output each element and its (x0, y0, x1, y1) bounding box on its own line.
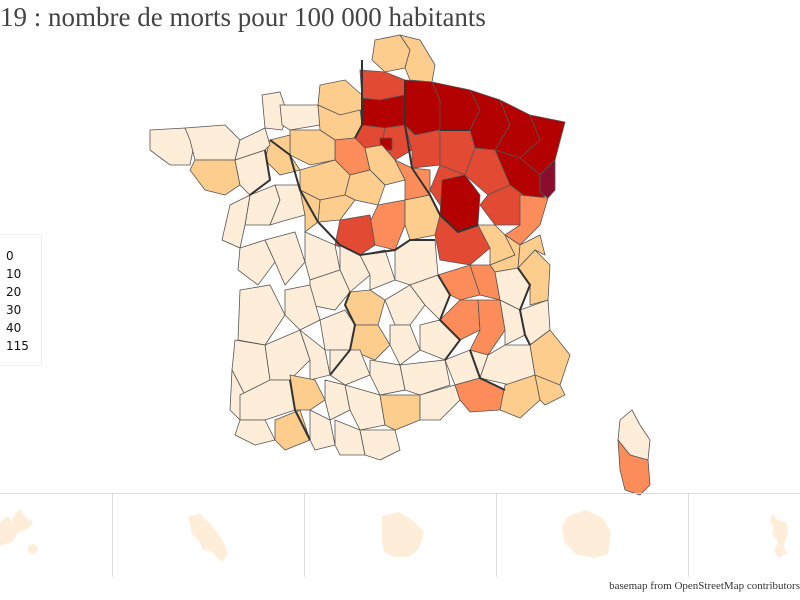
region-border (354, 60, 363, 139)
legend-item: 0 (6, 249, 14, 263)
department-shape[interactable] (269, 184, 306, 226)
department-shape[interactable] (539, 159, 556, 199)
basemap-attribution: basemap from OpenStreetMap contributors (609, 580, 800, 592)
legend-item: 115 (6, 339, 29, 353)
department-shape[interactable] (221, 194, 251, 249)
department-shape[interactable] (419, 384, 461, 421)
department-shape[interactable] (334, 419, 366, 456)
region-border (329, 291, 357, 376)
region-border (517, 267, 532, 346)
department-shape[interactable] (404, 194, 441, 241)
department-shape[interactable] (359, 94, 406, 129)
department-shape[interactable] (499, 374, 541, 419)
reunion-shape (562, 510, 611, 558)
departments-layer (149, 34, 651, 496)
inset-guadeloupe (0, 494, 113, 577)
department-shape[interactable] (369, 359, 406, 396)
department-shape[interactable] (344, 384, 386, 431)
martinique-shape (188, 514, 228, 562)
department-shape[interactable] (189, 159, 241, 196)
department-shape[interactable] (329, 349, 371, 386)
department-shape[interactable] (264, 329, 311, 381)
region-borders (249, 60, 532, 441)
region-border (404, 80, 479, 234)
department-shape[interactable] (389, 324, 421, 366)
department-shape[interactable] (299, 328, 331, 381)
department-shape[interactable] (517, 234, 546, 270)
map-title: 19 : nombre de morts pour 100 000 habita… (0, 2, 486, 32)
guadeloupe-shape (0, 509, 38, 554)
department-shape[interactable] (279, 104, 321, 131)
legend-item: 30 (6, 303, 22, 317)
overseas-insets (0, 493, 800, 577)
region-border (339, 239, 435, 257)
inset-reunion (496, 494, 689, 577)
department-shape[interactable] (317, 194, 356, 223)
region-border (249, 149, 272, 196)
guyane-shape (382, 512, 424, 557)
department-shape[interactable] (534, 374, 566, 406)
department-shape[interactable] (359, 69, 406, 101)
department-shape[interactable] (289, 129, 336, 166)
legend: 0 10 20 30 40 115 (0, 234, 42, 366)
region-border (437, 274, 462, 361)
department-shape[interactable] (309, 409, 336, 451)
department-shape[interactable] (184, 124, 241, 161)
region-border (289, 379, 311, 441)
department-shape[interactable] (264, 231, 306, 286)
inset-martinique (112, 494, 305, 577)
inset-mayotte (688, 494, 800, 577)
department-shape[interactable] (234, 419, 276, 446)
department-shape[interactable] (237, 239, 276, 286)
department-shape[interactable] (237, 284, 286, 346)
department-shape[interactable] (284, 284, 321, 331)
department-shape[interactable] (499, 299, 526, 346)
legend-item: 40 (6, 321, 22, 335)
department-shape[interactable] (617, 438, 651, 496)
department-shape[interactable] (359, 249, 396, 291)
department-shape[interactable] (359, 429, 401, 461)
legend-item: 20 (6, 285, 22, 299)
department-shape[interactable] (379, 394, 421, 431)
department-shape[interactable] (384, 284, 426, 326)
department-shape[interactable] (234, 127, 271, 161)
department-shape[interactable] (369, 199, 406, 251)
region-border (469, 349, 506, 391)
mayotte-shape (770, 514, 788, 558)
department-shape[interactable] (399, 359, 451, 396)
department-shape[interactable] (454, 377, 506, 413)
region-border (269, 139, 341, 246)
legend-item: 10 (6, 267, 22, 281)
inset-guyane (304, 494, 497, 577)
department-shape[interactable] (324, 379, 351, 421)
department-shape[interactable] (289, 374, 326, 411)
